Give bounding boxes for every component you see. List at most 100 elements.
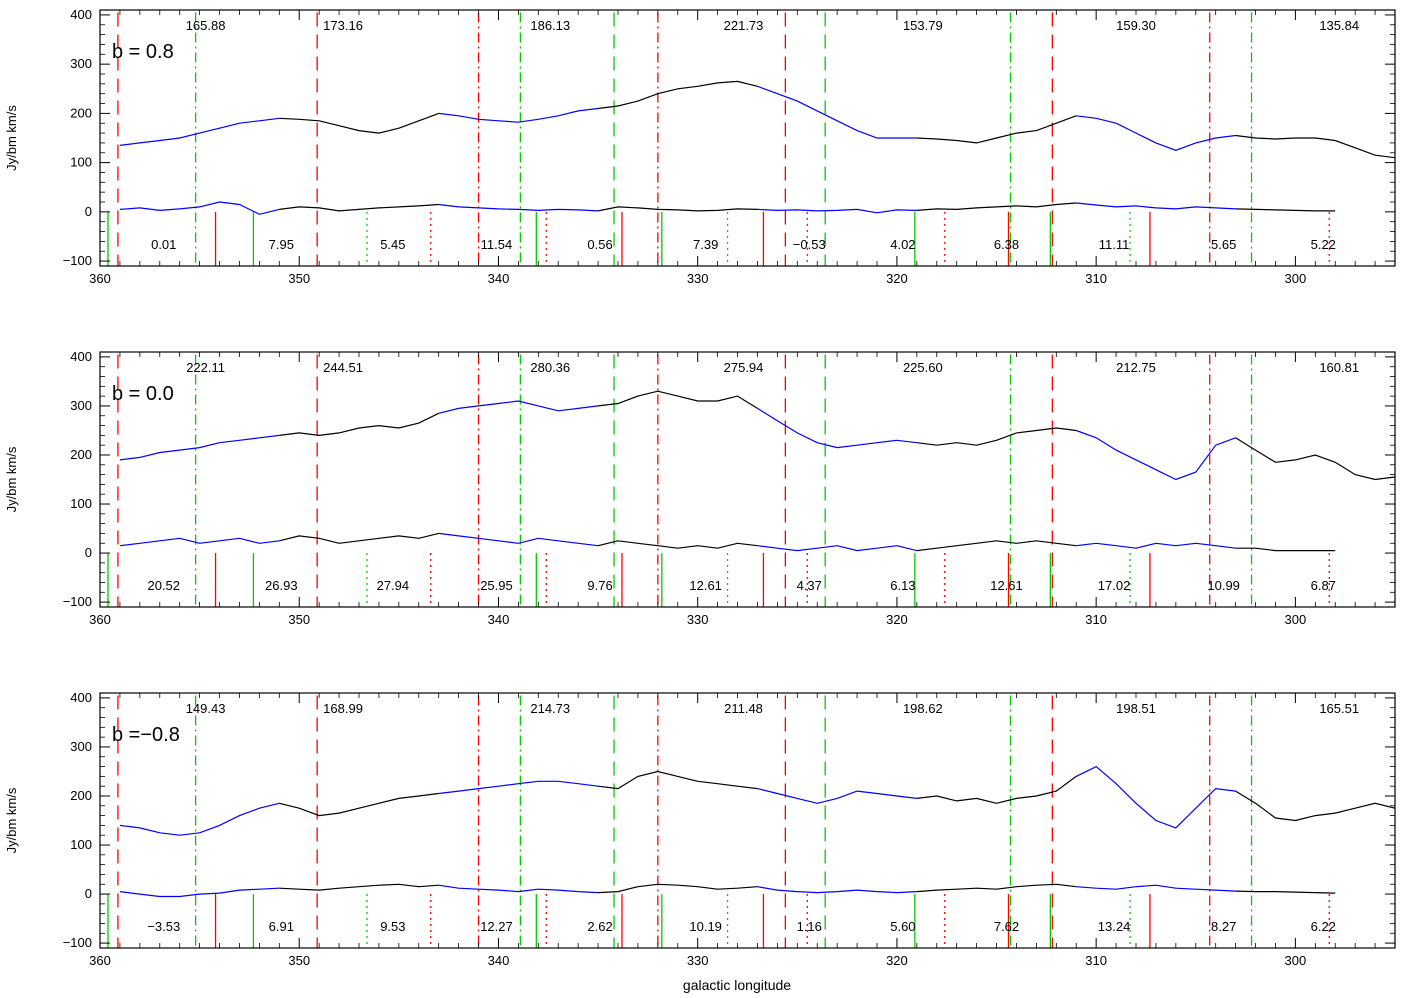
bottom-annotation: 4.37 [797,578,822,593]
series-segment [119,802,280,836]
x-tick-label: 340 [488,271,510,286]
plot-frame [99,692,1396,949]
y-axis-label: Jy/bm km/s [4,787,19,853]
series-segment [279,532,439,544]
bottom-annotation: 10.19 [689,919,722,934]
top-annotation: 160.81 [1319,360,1359,375]
panel-label: b = 0.8 [112,41,174,63]
series-segment [438,400,599,414]
top-annotation: 198.51 [1116,701,1156,716]
y-tick-label: −100 [63,253,92,268]
bottom-annotation: 11.11 [1099,237,1130,252]
top-annotation: 198.62 [903,701,943,716]
x-tick-label: 310 [1085,271,1107,286]
y-tick-label: 200 [70,105,92,120]
series-segment [1075,429,1236,481]
top-annotation: 275.94 [724,360,764,375]
y-tick-label: 200 [70,788,92,803]
top-annotation: 168.99 [323,701,363,716]
y-tick-label: 100 [70,496,92,511]
y-tick-label: 0 [85,204,92,219]
y-tick-label: 100 [70,155,92,170]
chart-panel-1: 360 350 340 330 320 310 300 −100 0 100 200 300 400 Jy… [4,7,1396,286]
top-annotation: 211.48 [724,701,763,716]
top-annotation: 225.60 [903,360,943,375]
x-tick-label: 360 [89,271,111,286]
bottom-annotation: 8.27 [1211,919,1236,934]
bottom-annotation: 7.39 [693,237,718,252]
series-segment [279,412,439,437]
x-tick-label: 350 [288,612,310,627]
x-tick-label: 300 [1285,271,1307,286]
series-segment [1076,542,1236,549]
x-tick-label: 360 [89,612,111,627]
bottom-annotation: 0.01 [151,237,176,252]
series-segment [438,780,599,795]
bottom-annotation: 6.91 [269,919,294,934]
y-tick-label: 200 [70,447,92,462]
top-annotation: 214.73 [530,701,570,716]
top-annotation: 173.16 [323,18,363,33]
top-annotation: 153.79 [903,18,943,33]
bottom-annotation: 5.60 [890,919,915,934]
series-segment [119,201,280,215]
y-tick-label: −100 [63,935,92,950]
x-tick-label: 330 [687,271,709,286]
series-segment [598,883,758,894]
top-annotation: 222.11 [186,360,225,375]
chart-panel-2: 360 350 340 330 320 310 300 −100 0 100 200 300 400 Jy… [4,349,1396,627]
series-segment [916,202,1077,211]
top-annotation: 244.51 [323,360,363,375]
plot-frame [99,9,1396,267]
series-segment [279,792,439,817]
series-segment [119,434,280,461]
y-tick-label: 400 [70,349,92,364]
top-annotation: 135.84 [1319,18,1359,33]
x-tick-label: 360 [89,953,111,968]
x-tick-label: 350 [288,953,310,968]
series-segment [1235,890,1336,894]
series-segment [916,540,1077,552]
bottom-annotation: 6.38 [994,237,1019,252]
y-tick-label: 300 [70,398,92,413]
series-segment [119,117,280,146]
bottom-annotation: 26.93 [265,578,298,593]
top-annotation: 165.51 [1319,701,1359,716]
bottom-annotation: 27.94 [377,578,410,593]
series-segment [438,107,599,123]
x-tick-label: 320 [886,953,908,968]
bottom-annotation: 5.65 [1211,237,1236,252]
series-segment [1235,134,1396,159]
top-annotation: 165.88 [186,18,226,33]
y-tick-label: 0 [85,886,92,901]
series-segment [597,540,758,549]
series-segment [757,208,917,214]
bottom-annotation: 6.13 [890,578,915,593]
x-tick-label: 300 [1285,953,1307,968]
bottom-annotation: 9.53 [380,919,405,934]
bottom-annotation: −0.53 [793,237,826,252]
series-segment [1235,790,1396,822]
series-segment [438,532,599,547]
x-tick-label: 310 [1085,953,1107,968]
bottom-annotation: 1.16 [797,919,822,934]
y-axis-label: Jy/bm km/s [4,105,19,171]
x-tick-label: 330 [687,612,709,627]
y-tick-label: 300 [70,739,92,754]
y-tick-label: 0 [85,545,92,560]
series-segment [119,887,280,898]
series-line-upper [119,390,1396,481]
y-tick-label: 300 [70,56,92,71]
series-segment [438,203,599,212]
bottom-annotation: 2.62 [587,919,612,934]
bottom-annotation: 12.27 [480,919,513,934]
panels: 360 350 340 330 320 310 300 −100 0 100 200 300 400 Jy… [4,7,1396,968]
series-line-lower [119,532,1336,552]
series-segment [438,884,599,894]
chart-panel-3: 360 350 340 330 320 310 300 −100 0 100 200 300 400 Jy… [4,690,1396,968]
series-segment [1076,115,1236,151]
y-tick-label: −100 [63,594,92,609]
x-tick-label: 310 [1085,612,1107,627]
series-segment [757,545,917,552]
bottom-annotation: 5.22 [1311,237,1336,252]
